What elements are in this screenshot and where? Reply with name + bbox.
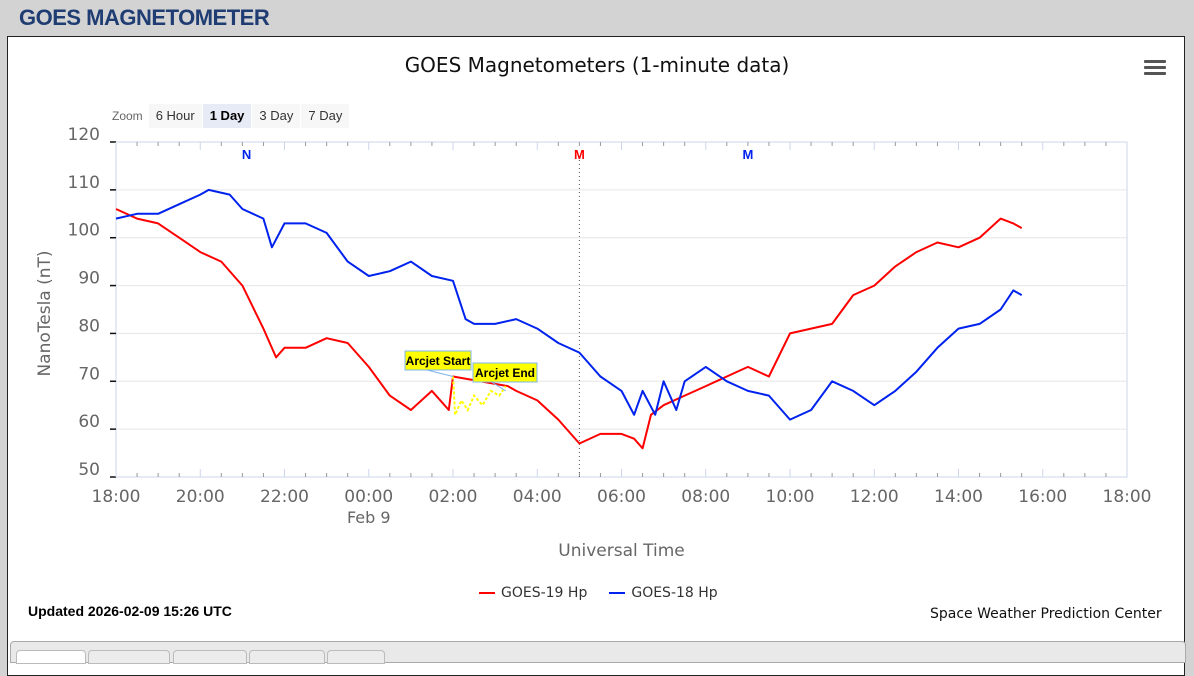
legend-label: GOES-19 Hp (501, 585, 588, 601)
chart-title: GOES Magnetometers (1-minute data) (404, 53, 790, 77)
x-tick-label: 02:00 (429, 487, 478, 507)
annotation-box (472, 362, 538, 383)
tab-2[interactable] (88, 650, 170, 664)
legend-item-goes18[interactable]: GOES-18 Hp (609, 585, 718, 601)
y-tick-label: 90 (78, 269, 100, 289)
annotation-label: Arcjet End (475, 366, 535, 380)
y-tick-label: 80 (78, 316, 100, 336)
zoom-selector: Zoom 6 Hour 1 Day 3 Day 7 Day (112, 104, 350, 128)
y-axis-title: NanoTesla (nT) (35, 250, 55, 376)
y-tick-label: 60 (78, 412, 100, 432)
x-tick-label: 18:00 (1103, 487, 1152, 507)
credit-text: Space Weather Prediction Center (930, 606, 1162, 622)
tab-3[interactable] (173, 650, 247, 664)
y-tick-label: 100 (68, 221, 100, 241)
x-tick-label: 00:00 (344, 487, 393, 507)
y-tick-label: 120 (68, 125, 100, 145)
page-title: GOES MAGNETOMETER (19, 5, 270, 30)
legend-label: GOES-18 Hp (631, 585, 718, 601)
chart-legend: GOES-19 Hp GOES-18 Hp (479, 585, 740, 601)
tab-4[interactable] (249, 650, 325, 664)
zoom-1-day-button[interactable]: 1 Day (202, 104, 252, 128)
series-line[interactable] (115, 188, 1023, 421)
x-tick-label: 14:00 (934, 487, 983, 507)
x-tick-label: 20:00 (176, 487, 225, 507)
x-tick-label: 10:00 (766, 487, 815, 507)
x-tick-label: 22:00 (260, 487, 309, 507)
zoom-label: Zoom (112, 109, 143, 123)
plot-area (115, 141, 1128, 478)
tab-1[interactable] (16, 650, 86, 664)
x-tick-label: 16:00 (1018, 487, 1067, 507)
zoom-6-hour-button[interactable]: 6 Hour (148, 104, 202, 128)
annotation-box (404, 350, 472, 371)
legend-swatch-red (479, 592, 495, 594)
position-marker: M (742, 147, 753, 162)
arcjet-segment (452, 376, 507, 416)
y-tick-label: 70 (78, 364, 100, 384)
legend-swatch-blue (609, 592, 626, 594)
x-tick-label: 12:00 (850, 487, 899, 507)
tab-5[interactable] (327, 650, 385, 664)
zoom-3-day-button[interactable]: 3 Day (252, 104, 301, 128)
x-tick-label: 08:00 (681, 487, 730, 507)
position-marker: M (574, 147, 585, 162)
hamburger-menu-icon[interactable] (1144, 60, 1166, 78)
bottom-tab-bar (10, 641, 1186, 664)
y-tick-label: 110 (68, 173, 100, 193)
magnetometer-chart[interactable]: 50 60 70 80 90 100 110 120 18:00 20:00 22:00 00:00F… (0, 0, 1194, 653)
updated-timestamp: Updated 2026-02-09 15:26 UTC (28, 603, 232, 619)
legend-item-goes19[interactable]: GOES-19 Hp (479, 585, 587, 601)
x-tick-label: 06:00 (597, 487, 646, 507)
series-line[interactable] (115, 208, 1023, 450)
position-marker: N (242, 147, 251, 162)
x-date-label: Feb 9 (347, 508, 391, 527)
y-tick-label: 50 (78, 460, 100, 480)
x-tick-label: 18:00 (92, 487, 141, 507)
zoom-7-day-button[interactable]: 7 Day (301, 104, 350, 128)
x-tick-label: 04:00 (513, 487, 562, 507)
annotation-label: Arcjet Start (406, 354, 471, 368)
x-axis-title: Universal Time (558, 541, 684, 561)
chart-panel (7, 36, 1185, 676)
